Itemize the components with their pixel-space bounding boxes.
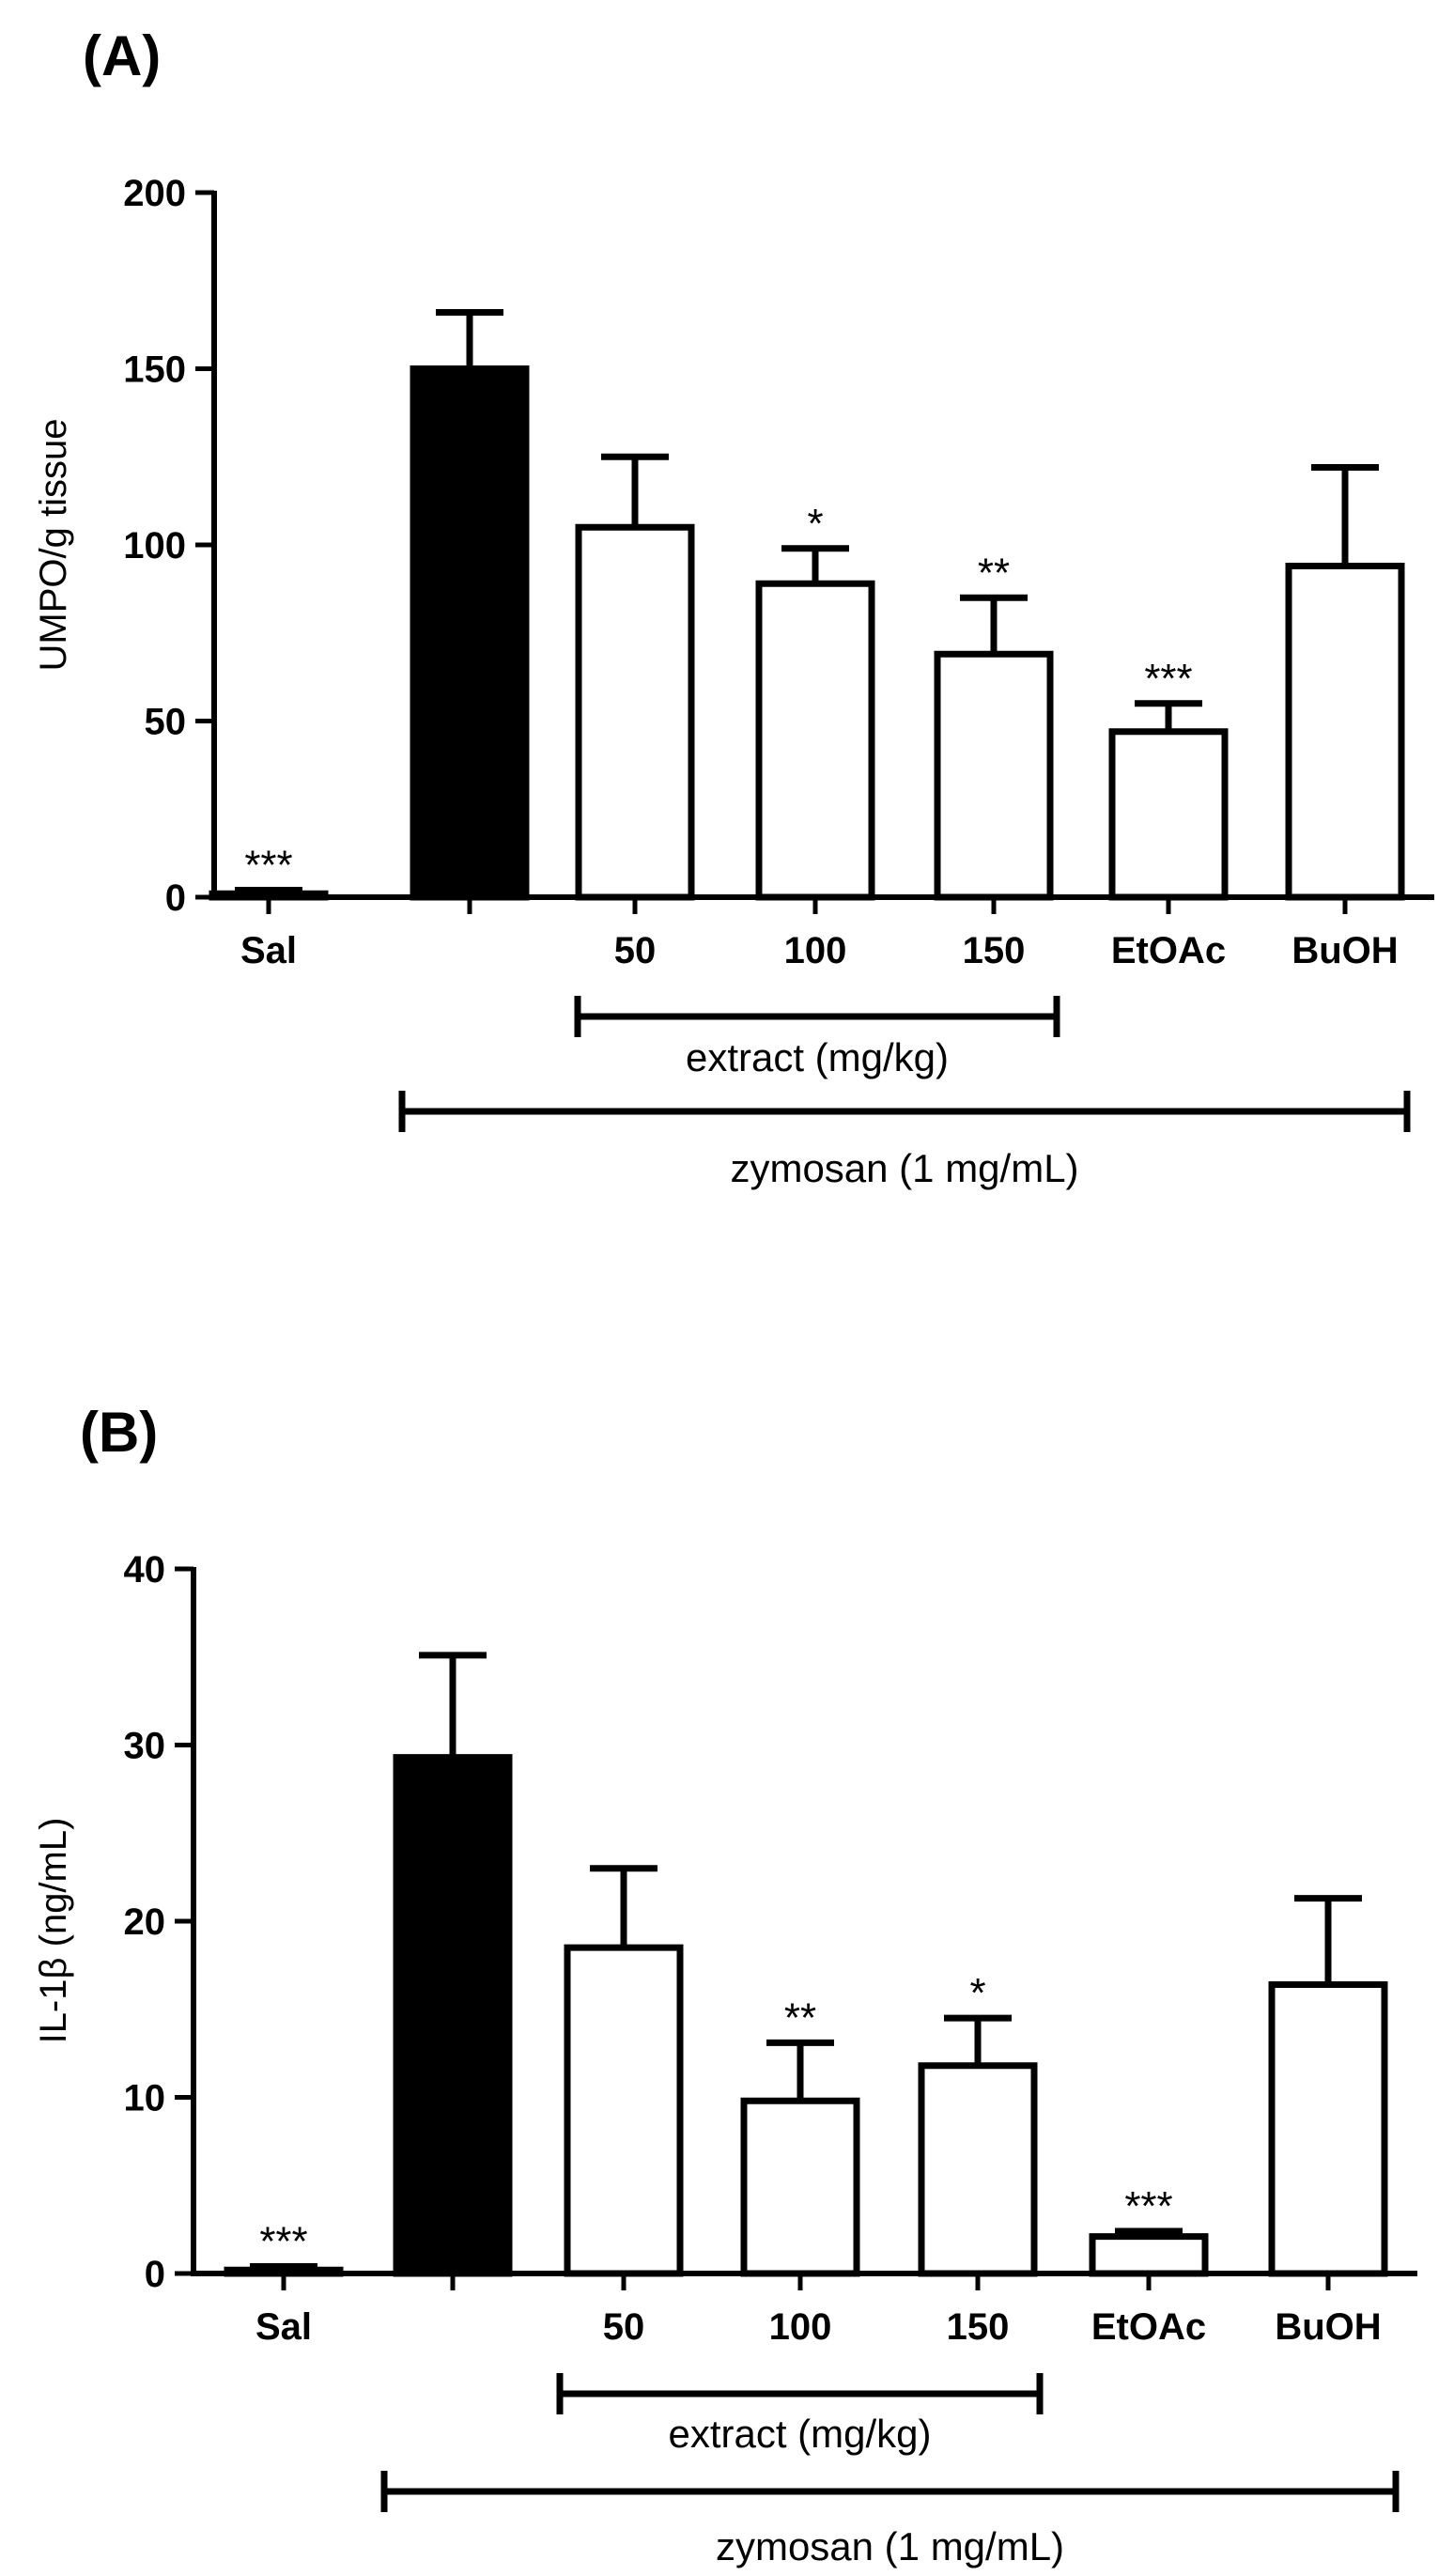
panel-a-significance-label: *** xyxy=(1144,656,1192,702)
panel-b-category-label: BuOH xyxy=(1275,2306,1381,2348)
panel-b-significance-label: * xyxy=(969,1970,985,2016)
panel-a-significance-label: ** xyxy=(978,550,1010,596)
panel-b-category-label: 150 xyxy=(947,2306,1010,2348)
panel-b-plot: 0 10 20 30 40 *** Sal 50 ** 100 * 150 *** EtOAc BuOH ex… xyxy=(124,1549,1417,2568)
panel-a-category-label: 150 xyxy=(963,930,1026,971)
panel-b-bar xyxy=(224,2266,344,2277)
panel-a-significance-label: *** xyxy=(244,843,292,889)
panel-b-category-label: EtOAc xyxy=(1091,2306,1206,2348)
panel-b-y-axis-label: IL-1β (ng/mL) xyxy=(33,1818,74,2044)
panel-b-significance-label: *** xyxy=(1124,2183,1172,2229)
panel-a-category-label: Sal xyxy=(240,930,297,971)
panel-b-category-label: Sal xyxy=(255,2306,312,2348)
panel-b-y-tick-label: 10 xyxy=(124,2078,166,2119)
panel-b: (B) IL-1β (ng/mL) 0 10 20 30 40 *** Sal 50 ** 100… xyxy=(33,1401,1417,2568)
panel-a-y-tick-label: 50 xyxy=(145,702,187,743)
panel-b-label: (B) xyxy=(80,1401,158,1464)
panel-a-y-tick-label: 0 xyxy=(165,877,186,919)
panel-a-category-label: 100 xyxy=(784,930,847,971)
panel-a-bar xyxy=(410,365,530,901)
panel-b-y-tick-label: 20 xyxy=(124,1901,166,1943)
panel-b-group-label: zymosan (1 mg/mL) xyxy=(716,2524,1064,2568)
panel-b-significance-label: ** xyxy=(784,1994,816,2041)
panel-a-bar xyxy=(575,523,695,901)
panel-a-y-tick-label: 200 xyxy=(123,173,186,214)
panel-b-significance-label: *** xyxy=(259,2219,307,2265)
panel-a-y-tick-label: 100 xyxy=(123,525,186,566)
panel-a-category-label: EtOAc xyxy=(1111,930,1226,971)
panel-a-significance-label: * xyxy=(807,501,823,547)
panel-a-bar xyxy=(934,650,1054,901)
panel-b-bar xyxy=(740,2097,860,2277)
panel-a: (A) UMPO/g tissue 0 50 100 150 200 *** Sal 50 * 1… xyxy=(33,24,1434,1190)
panel-b-bar xyxy=(1089,2233,1209,2277)
panel-b-group-label: extract (mg/kg) xyxy=(668,2412,931,2456)
panel-b-y-tick-label: 0 xyxy=(145,2254,165,2295)
panel-a-bar xyxy=(209,890,329,901)
panel-a-y-tick-label: 150 xyxy=(123,349,186,391)
panel-b-bar xyxy=(564,1944,684,2277)
panel-a-y-axis-label: UMPO/g tissue xyxy=(33,419,74,672)
panel-a-bar xyxy=(1108,728,1229,901)
panel-b-y-tick-label: 40 xyxy=(124,1549,166,1591)
panel-b-bar xyxy=(393,1754,513,2277)
panel-a-bar xyxy=(1285,563,1405,901)
panel-b-y-tick-label: 30 xyxy=(124,1726,166,1767)
panel-b-category-label: 100 xyxy=(769,2306,832,2348)
panel-a-group-label: extract (mg/kg) xyxy=(686,1035,949,1079)
panel-b-bar xyxy=(918,2062,1038,2277)
panel-a-group-label: zymosan (1 mg/mL) xyxy=(730,1146,1078,1190)
panel-a-label: (A) xyxy=(83,24,161,87)
panel-b-bar xyxy=(1268,1981,1388,2277)
panel-a-bar xyxy=(755,580,875,901)
panel-a-category-label: 50 xyxy=(614,930,657,971)
panel-b-category-label: 50 xyxy=(603,2306,645,2348)
panel-a-plot: 0 50 100 150 200 *** Sal 50 * 100 ** 150 *** EtOAc BuO… xyxy=(123,173,1434,1190)
panel-a-category-label: BuOH xyxy=(1292,930,1398,971)
